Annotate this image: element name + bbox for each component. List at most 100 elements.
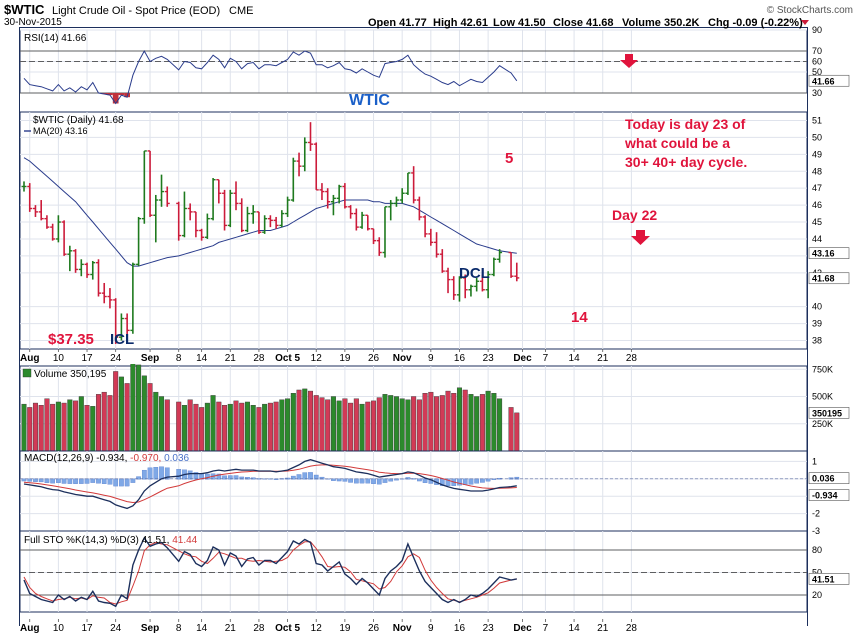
macd-histogram-bar	[141, 469, 147, 480]
icl-label: ICL	[110, 331, 134, 348]
ohlc-bar	[474, 277, 480, 292]
macd-histogram-bar	[222, 475, 227, 480]
macd-histogram-bar	[514, 476, 520, 480]
volume-bar	[44, 398, 50, 452]
volume-bar	[233, 400, 239, 452]
ohlc-bar	[319, 183, 325, 201]
x-tick-label: Sep	[141, 353, 159, 364]
macd-histogram-bar	[193, 472, 199, 480]
ohlc-bar	[439, 249, 445, 273]
macd-histogram-bar	[417, 478, 422, 482]
ohlc-bar	[348, 205, 354, 219]
x-tick-label: Nov	[393, 623, 412, 634]
macd-histogram-bar	[336, 478, 342, 482]
y-tick-label: 60	[812, 57, 822, 67]
ohlc-bar	[50, 223, 56, 241]
volume-bar	[21, 403, 27, 452]
y-tick-label: 20	[812, 590, 822, 600]
ohlc-bar	[176, 201, 182, 241]
volume-last-value-box	[808, 407, 850, 419]
macd-histogram-bar	[371, 478, 376, 484]
five-label: 5	[505, 150, 513, 167]
macd-histogram-bar	[296, 474, 302, 480]
macd-histogram-bar	[107, 478, 113, 485]
volume-bar	[508, 407, 514, 452]
macd-histogram-bar	[313, 474, 319, 480]
price-panel: 51504948474645444342403938$WTIC (Daily) …	[19, 111, 850, 353]
ohlc-bar	[250, 205, 256, 224]
cycle-note-line-2: what could be a	[624, 135, 730, 151]
macd-histogram-bar	[227, 475, 233, 480]
volume-bar	[439, 395, 445, 452]
ohlc-bar	[462, 274, 468, 299]
volume-bar	[90, 406, 96, 452]
volume-bar	[342, 398, 348, 452]
cycle-note-line-3: 30+ 40+ day cycle.	[625, 154, 747, 170]
volume-bar	[164, 399, 170, 452]
volume-bar	[468, 394, 474, 452]
volume-bar	[474, 396, 480, 452]
macd-histogram-bar	[348, 478, 353, 483]
ohlc-bar	[296, 152, 302, 177]
macd-line	[23, 459, 517, 510]
y-tick-label: 50	[812, 568, 822, 578]
volume-bar	[491, 393, 497, 452]
ohlc-bar	[485, 271, 491, 299]
macd-histogram-bar	[67, 478, 73, 484]
macd-histogram-bar	[61, 478, 67, 484]
ohlc-bar	[44, 215, 50, 229]
ohlc-bar	[141, 150, 147, 224]
macd-label: MACD(12,26,9) -0.934, -0.970, 0.036	[24, 453, 190, 464]
x-axis-price: Aug 10 17 24 Sep 8 14 21 28 Oct 5 12 19 26 Nov 9 16 23 De…	[20, 349, 807, 364]
ohlc-bar	[468, 284, 474, 297]
macd-histogram-bar	[205, 473, 210, 480]
volume-bar	[239, 402, 245, 452]
ohlc-bar	[216, 179, 222, 204]
x-tick-label: 9	[428, 623, 434, 634]
open-value: Open 41.77	[368, 17, 427, 29]
ma-last-value: 43.16	[812, 249, 835, 259]
volume-bar	[485, 390, 491, 452]
y-tick-label: 47	[812, 183, 822, 193]
volume-bar	[159, 396, 165, 452]
sto-k-value: Full STO %K(14,3) %D(3) 41.51,	[24, 535, 172, 546]
volume-bar	[353, 398, 359, 452]
macd-histogram-bar	[50, 478, 56, 484]
volume-bar	[55, 401, 61, 452]
ohlc-bar	[285, 196, 291, 217]
volume-bar	[38, 405, 44, 452]
volume-bar	[101, 391, 107, 452]
icl-price-label: $37.35	[48, 331, 94, 348]
macd-histogram-bar	[382, 478, 388, 483]
macd-histogram-bar	[239, 476, 245, 480]
price-last-value: 41.68	[812, 274, 835, 284]
volume-bar	[416, 399, 422, 452]
sto-last-value: 41.51	[812, 574, 835, 584]
x-tick-label: Aug	[20, 353, 39, 364]
volume-bar	[130, 361, 136, 452]
macd-hist-value: 0.036	[164, 453, 189, 464]
macd-histogram-bar	[73, 478, 78, 484]
macd-hist-last-value-box	[808, 472, 850, 485]
volume-bar	[393, 396, 399, 452]
ohlc-bar	[371, 228, 377, 245]
rsi-label: RSI(14) 41.66	[24, 33, 87, 44]
volume-bar	[250, 405, 256, 452]
y-tick-label: 51	[812, 115, 822, 125]
ohlc-bar	[382, 206, 388, 258]
macd-histogram-bar	[485, 478, 491, 482]
macd-histogram-bar	[33, 478, 38, 482]
ohlc-bar	[67, 245, 73, 272]
sto-d-value: 41.44	[172, 535, 197, 546]
volume-bar	[382, 394, 388, 452]
macd-histogram-bar	[130, 478, 136, 483]
x-tick-label: 17	[81, 623, 93, 634]
macd-histogram-bar	[474, 478, 480, 484]
x-tick-label: 8	[176, 623, 182, 634]
macd-histogram-bar	[342, 478, 348, 482]
macd-histogram-bar	[422, 478, 428, 483]
volume-bar	[302, 388, 308, 452]
macd-histogram-bar	[491, 478, 497, 480]
volume-bar	[210, 395, 216, 452]
sto-label: Full STO %K(14,3) %D(3) 41.51, 41.44	[24, 535, 198, 546]
